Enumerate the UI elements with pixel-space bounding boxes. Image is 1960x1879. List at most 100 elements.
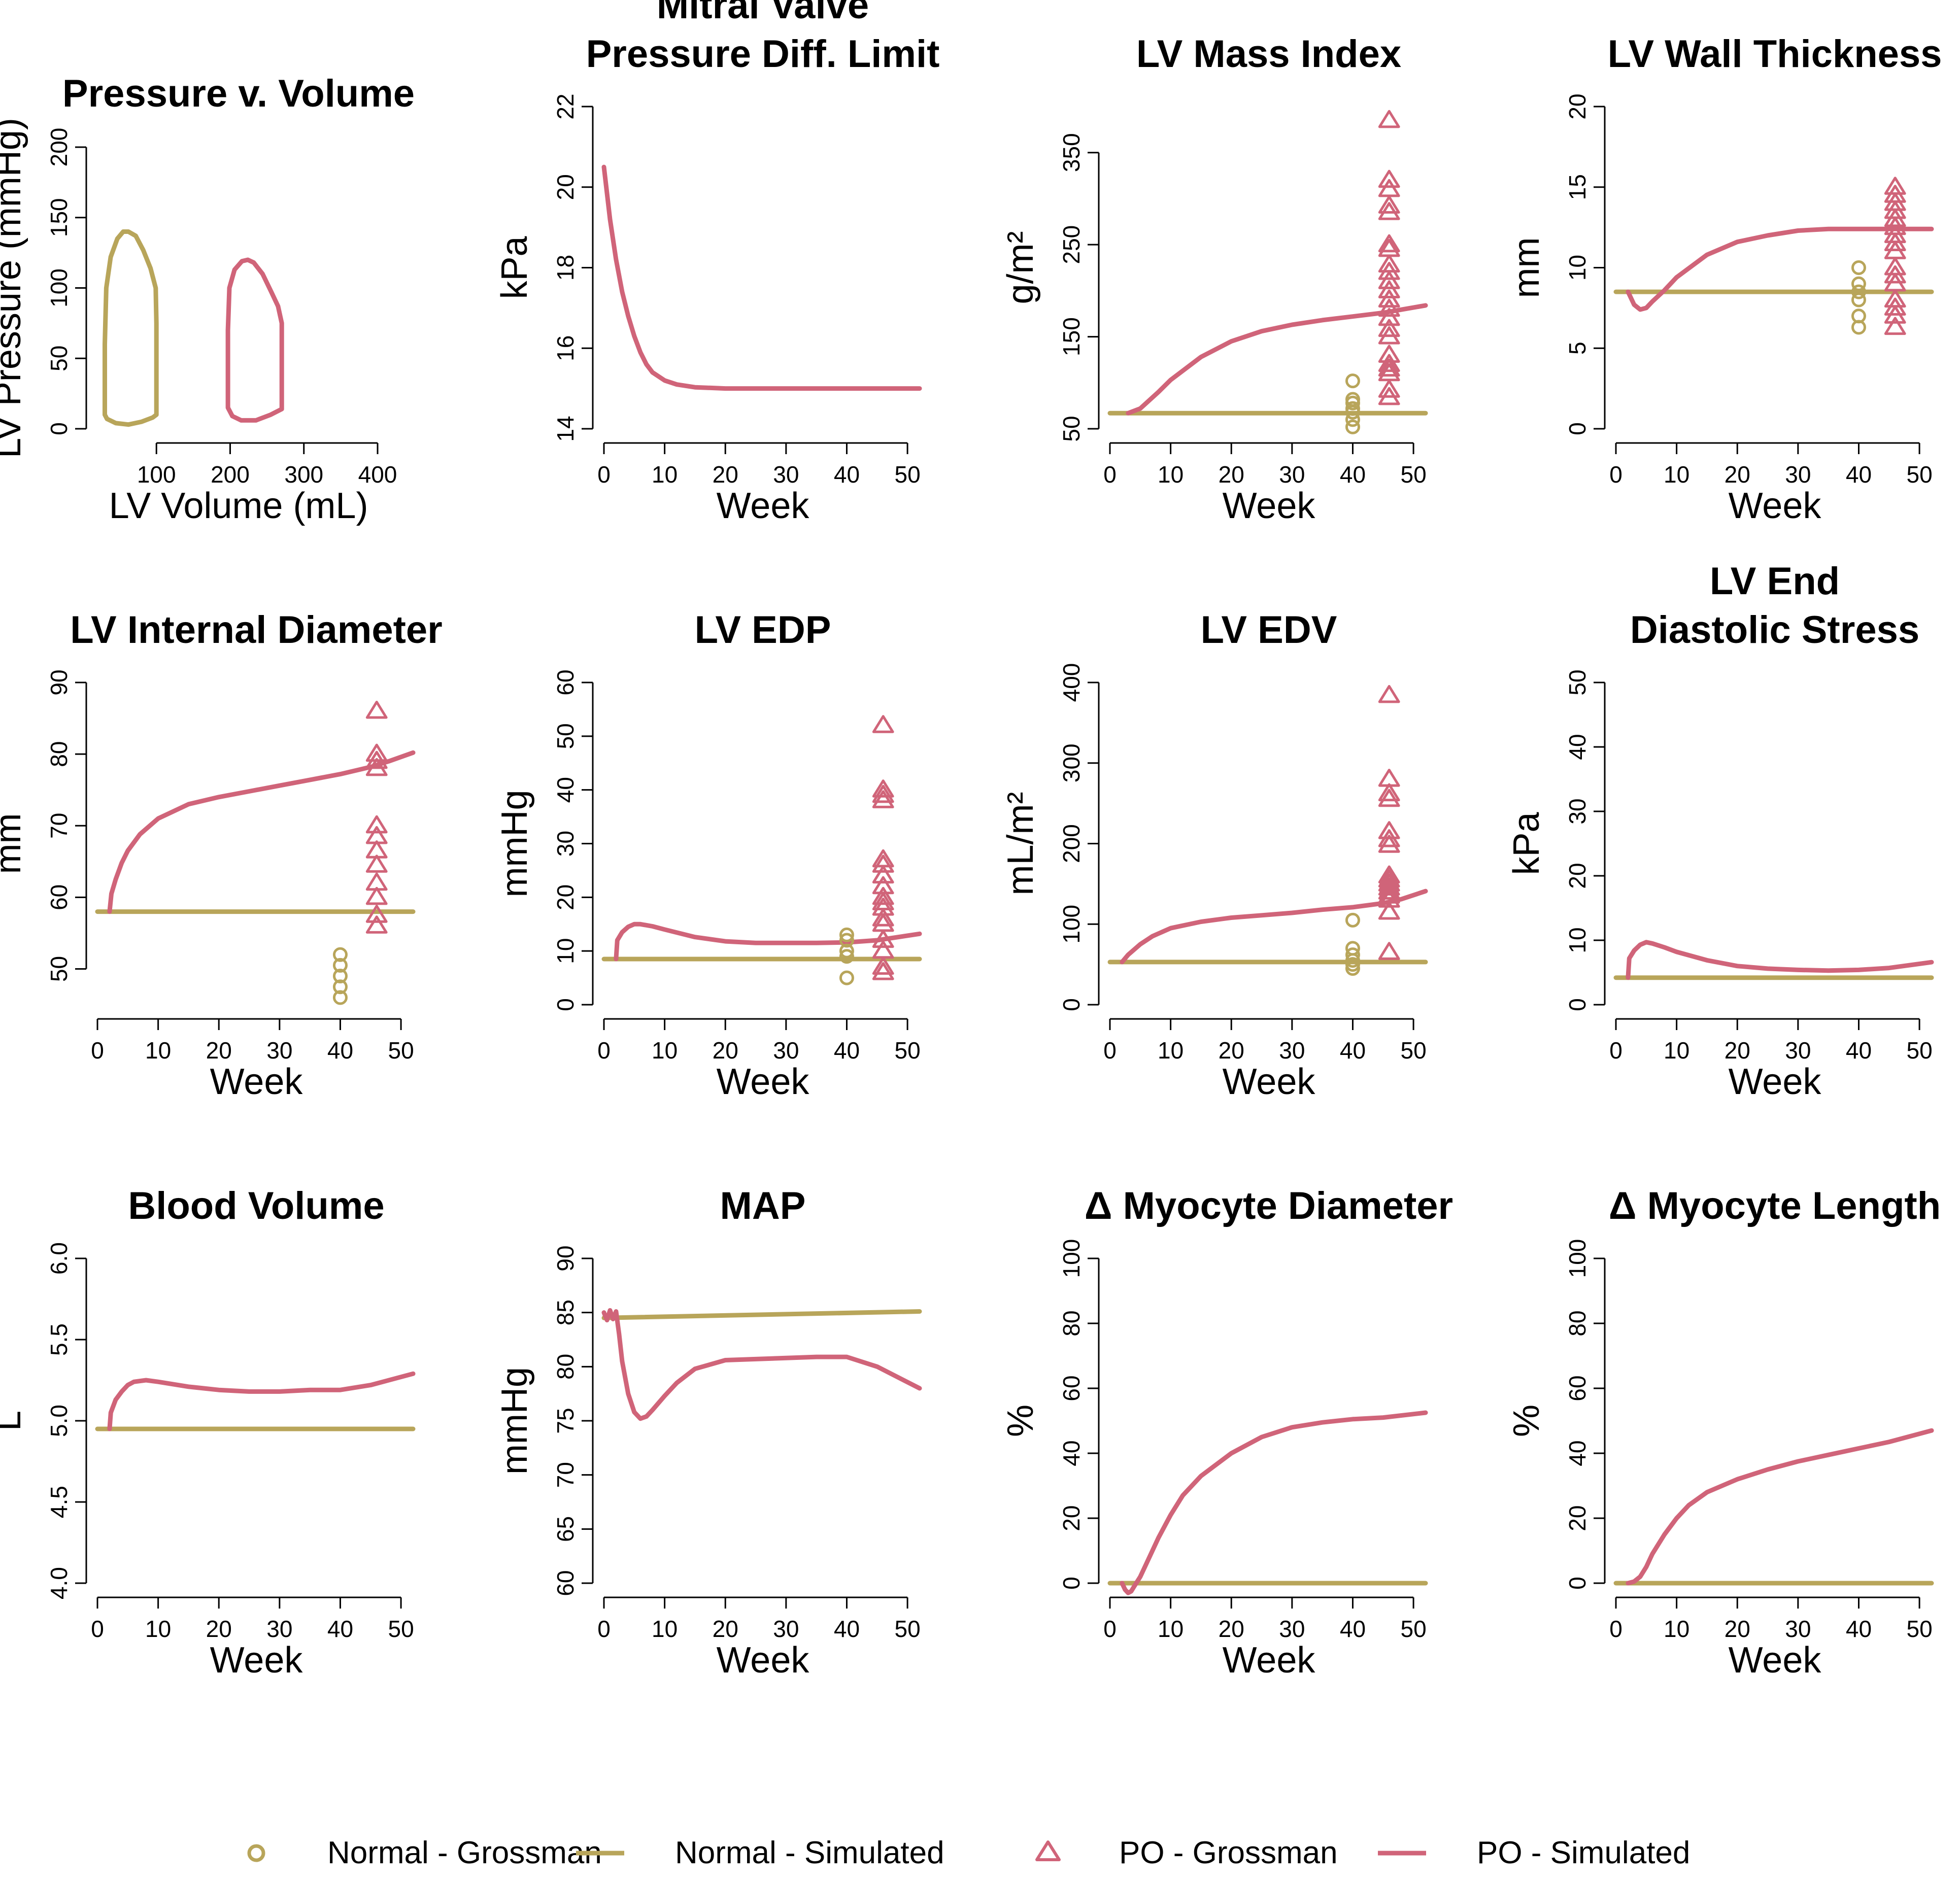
y-axis-label: g/m² xyxy=(1000,231,1041,304)
x-tick-label: 0 xyxy=(597,461,611,488)
po-grossman-point xyxy=(1378,835,1400,853)
x-tick-label: 50 xyxy=(1906,1037,1932,1064)
y-tick-label: 30 xyxy=(1564,798,1591,824)
legend-marker-circle xyxy=(247,1844,265,1862)
y-tick-label: 85 xyxy=(552,1300,579,1325)
chart-panel-wall: LV Wall Thickness 0 5 10 15 20 mm 0 10 20 30 40 50 We… xyxy=(1506,32,1942,526)
y-tick-label: 300 xyxy=(1058,743,1085,782)
x-tick-label: 20 xyxy=(1219,1037,1244,1064)
po-grossman-point xyxy=(1378,769,1400,787)
po-grossman-point xyxy=(365,815,388,834)
y-tick-label: 22 xyxy=(552,93,579,119)
legend: Normal - Grossman Normal - Simulated PO - … xyxy=(247,1835,1690,1870)
x-tick-label: 50 xyxy=(894,461,920,488)
series-line-po-simulated xyxy=(1626,226,1934,312)
chart-title: LV Wall Thickness xyxy=(1608,32,1942,76)
po-grossman-point xyxy=(872,930,894,948)
po-grossman-point xyxy=(1378,169,1400,188)
x-tick-label: 20 xyxy=(1725,1616,1750,1642)
chart-title: LV EDP xyxy=(695,608,831,652)
po-grossman-point xyxy=(1378,110,1400,128)
x-tick-label: 10 xyxy=(1158,1616,1184,1642)
legend-label: PO - Simulated xyxy=(1477,1835,1690,1870)
normal-grossman-point xyxy=(1345,412,1360,427)
x-tick-label: 20 xyxy=(713,1037,738,1064)
y-tick-label: 10 xyxy=(552,938,579,964)
y-tick-label: 65 xyxy=(552,1516,579,1542)
po-grossman-point xyxy=(365,750,388,769)
y-tick-label: 70 xyxy=(46,813,72,839)
x-tick-label: 30 xyxy=(1279,461,1305,488)
x-tick-label: 50 xyxy=(388,1616,414,1642)
y-tick-label: 20 xyxy=(1564,1505,1591,1531)
po-grossman-point xyxy=(365,758,388,776)
normal-grossman-point xyxy=(1345,404,1360,420)
x-tick-label: 50 xyxy=(894,1037,920,1064)
po-grossman-point xyxy=(872,779,894,798)
y-tick-label: 6.0 xyxy=(46,1242,72,1275)
series-line-po-simulated xyxy=(614,921,922,962)
x-tick-label: 40 xyxy=(327,1616,353,1642)
y-tick-label: 4.5 xyxy=(46,1486,72,1518)
chart-title: Pressure Diff. Limit xyxy=(586,32,940,76)
x-tick-label: 40 xyxy=(1846,1037,1872,1064)
y-tick-label: 10 xyxy=(1564,927,1591,953)
normal-grossman-point xyxy=(1851,276,1866,291)
x-tick-label: 30 xyxy=(1279,1616,1305,1642)
series-line-po-simulated xyxy=(601,1308,922,1421)
x-tick-label: 30 xyxy=(773,461,799,488)
x-tick-label: 30 xyxy=(773,1037,799,1064)
x-tick-label: 50 xyxy=(1906,1616,1932,1642)
y-tick-label: 20 xyxy=(1058,1505,1085,1531)
normal-grossman-point xyxy=(1345,912,1360,928)
x-tick-label: 50 xyxy=(1400,461,1426,488)
legend-item-normal-grossman: Normal - Grossman xyxy=(247,1835,602,1870)
x-axis-label: Week xyxy=(1729,1640,1822,1681)
y-tick-label: 0 xyxy=(1564,1577,1591,1590)
po-grossman-point xyxy=(365,905,388,923)
y-tick-label: 80 xyxy=(552,1354,579,1380)
chart-title: Pressure v. Volume xyxy=(62,72,415,115)
x-tick-label: 400 xyxy=(358,461,397,488)
y-tick-label: 20 xyxy=(552,174,579,200)
y-tick-label: 40 xyxy=(1058,1440,1085,1466)
x-tick-label: 10 xyxy=(652,1616,678,1642)
legend-marker-triangle xyxy=(1035,1840,1061,1861)
series-line-normal-simulated xyxy=(601,1309,922,1320)
y-tick-label: 10 xyxy=(1564,255,1591,281)
normal-grossman-point xyxy=(839,943,854,959)
normal-grossman-point xyxy=(839,970,854,985)
x-tick-label: 10 xyxy=(1158,1037,1184,1064)
x-tick-label: 50 xyxy=(1400,1616,1426,1642)
po-grossman-point xyxy=(1378,901,1400,920)
y-tick-label: 150 xyxy=(1058,317,1085,356)
y-tick-label: 40 xyxy=(552,777,579,803)
x-tick-label: 0 xyxy=(597,1037,611,1064)
y-axis-label: % xyxy=(1000,1405,1041,1437)
y-tick-label: 50 xyxy=(1058,416,1085,441)
chart-panel-diam: LV Internal Diameter 50 60 70 80 90 mm 0 10 20 30 4… xyxy=(0,608,443,1102)
chart-panel-blood: Blood Volume 4.0 4.5 5.0 5.5 6.0 L 0 10 20 30 40 50 W… xyxy=(0,1184,416,1681)
normal-grossman-point xyxy=(1345,947,1360,963)
x-tick-label: 30 xyxy=(266,1037,292,1064)
x-tick-label: 50 xyxy=(1906,461,1932,488)
y-tick-label: 4.0 xyxy=(46,1567,72,1599)
y-axis-label: mm xyxy=(1506,237,1547,298)
x-tick-label: 30 xyxy=(1785,461,1811,488)
x-tick-label: 40 xyxy=(1340,1616,1366,1642)
x-tick-label: 0 xyxy=(1103,461,1117,488)
normal-grossman-point xyxy=(332,990,348,1005)
y-tick-label: 50 xyxy=(1564,669,1591,695)
po-grossman-point xyxy=(1378,326,1400,345)
y-tick-label: 400 xyxy=(1058,663,1085,702)
normal-grossman-point xyxy=(1345,419,1360,434)
x-axis-label: Week xyxy=(717,486,810,526)
y-tick-label: 200 xyxy=(1058,824,1085,863)
x-tick-label: 0 xyxy=(1609,1037,1623,1064)
x-tick-label: 10 xyxy=(145,1037,171,1064)
x-tick-label: 10 xyxy=(1158,461,1184,488)
y-tick-label: 150 xyxy=(46,198,72,237)
x-tick-label: 300 xyxy=(284,461,323,488)
